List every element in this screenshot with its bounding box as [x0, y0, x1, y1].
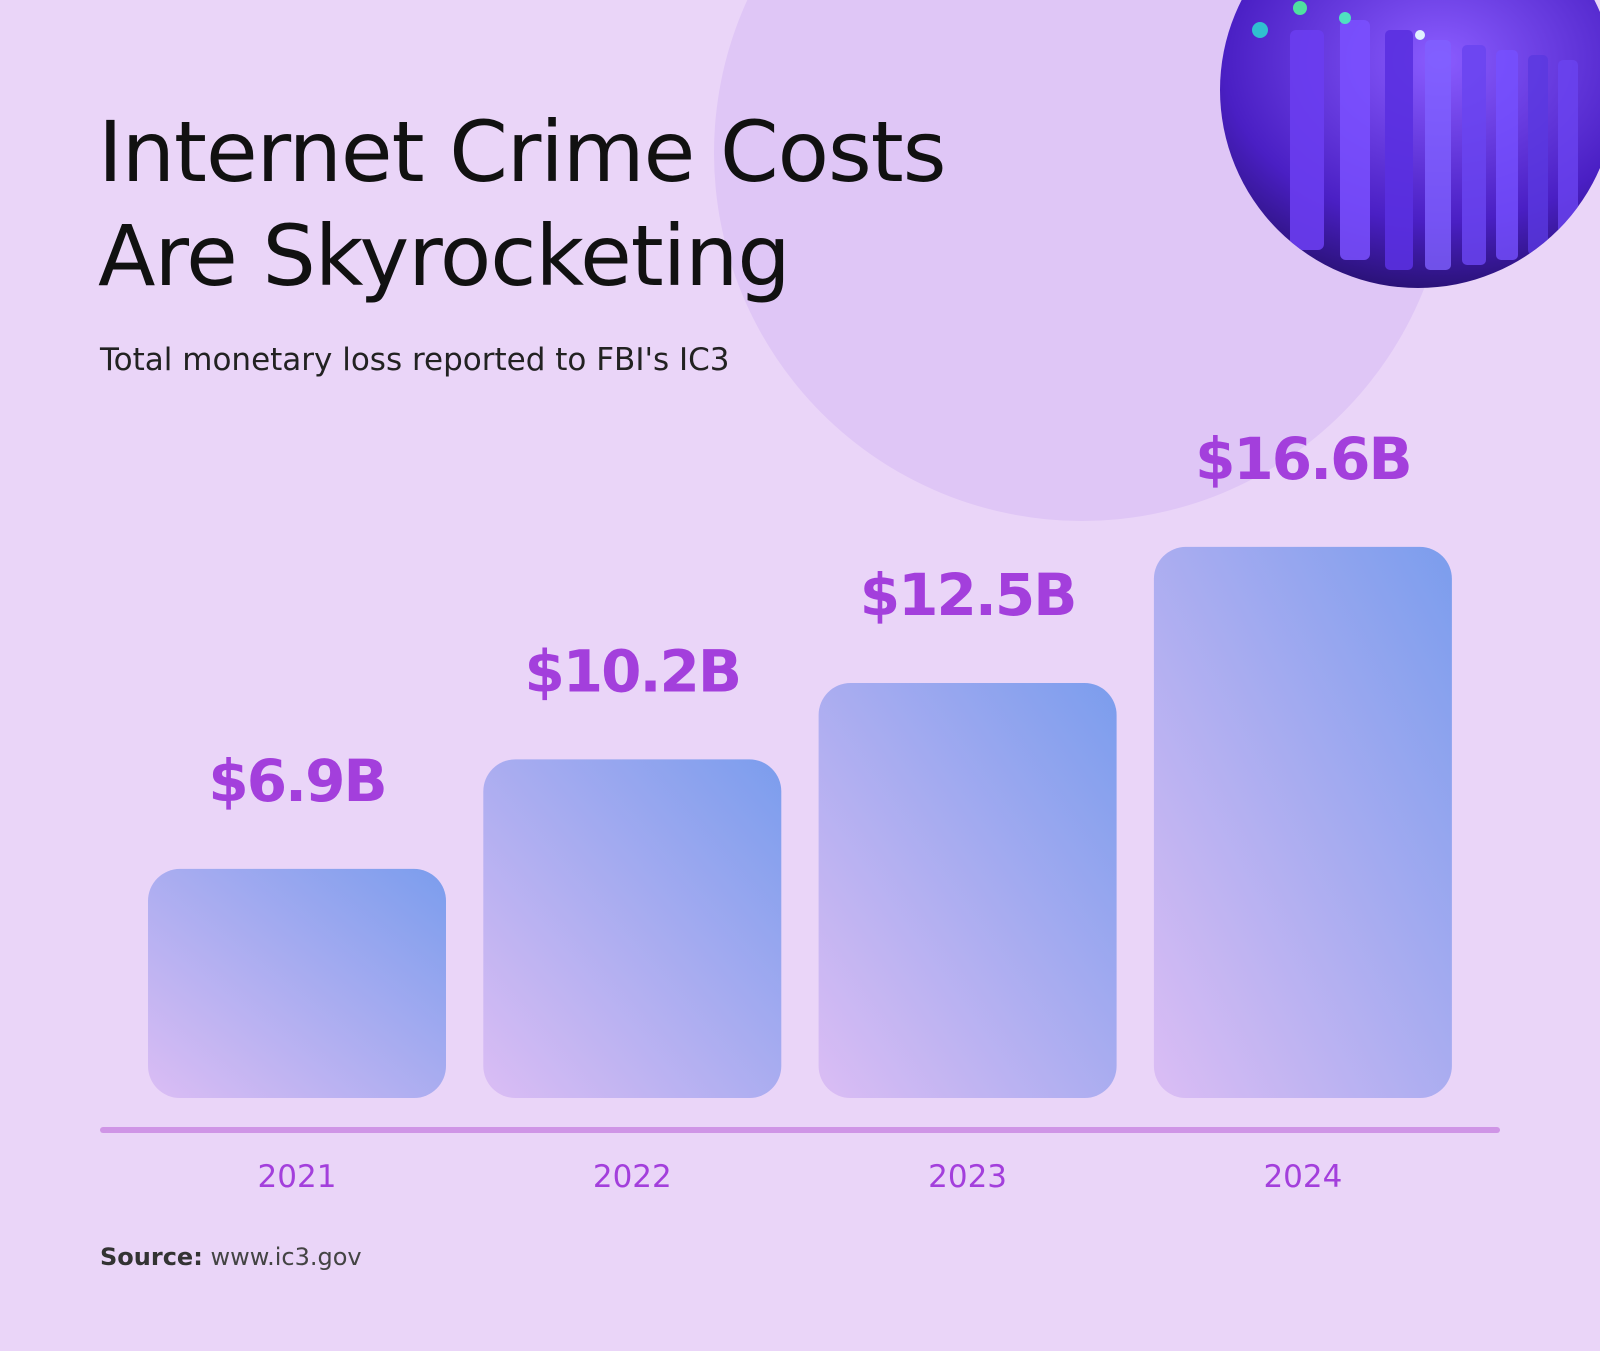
source-url: www.ic3.gov [210, 1243, 362, 1271]
value-label: $16.6B [1195, 425, 1411, 493]
bar [818, 683, 1117, 1098]
x-tick-label: 2022 [593, 1159, 672, 1195]
value-label: $12.5B [860, 561, 1076, 629]
subtitle: Total monetary loss reported to FBI's IC… [100, 342, 730, 378]
bar [1153, 546, 1452, 1098]
value-label: $10.2B [524, 637, 740, 705]
bar [148, 868, 446, 1098]
photo [1220, 0, 1600, 288]
x-tick-label: 2024 [1263, 1159, 1342, 1195]
title: Internet Crime Costs Are Skyrocketing [98, 103, 946, 305]
bar [483, 759, 782, 1098]
baseline [100, 1127, 1500, 1133]
x-tick-label: 2023 [928, 1159, 1007, 1195]
x-tick-label: 2021 [258, 1159, 337, 1195]
value-label: $6.9B [208, 747, 385, 815]
source: Source: www.ic3.gov [100, 1243, 362, 1271]
source-label: Source: [100, 1243, 203, 1271]
